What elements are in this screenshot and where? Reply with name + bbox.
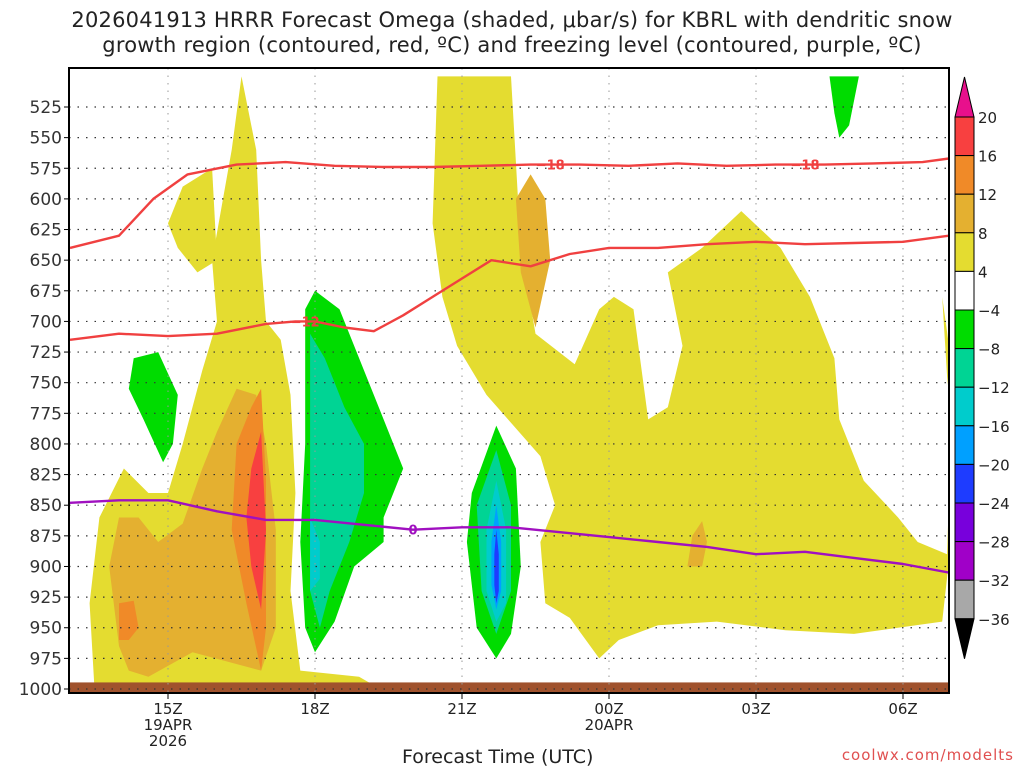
colorbar-extend-bottom bbox=[954, 618, 975, 659]
x-tick-label: 21Z bbox=[447, 700, 476, 718]
y-tick-label: 625 bbox=[30, 221, 62, 241]
contour-label: −18 bbox=[536, 159, 565, 174]
credit-link[interactable]: coolwx.com/modelts bbox=[841, 746, 1014, 764]
ground-fill bbox=[69, 682, 949, 693]
colorbar-segment bbox=[954, 116, 975, 157]
colorbar-segment bbox=[954, 386, 975, 427]
colorbar-segment bbox=[954, 155, 975, 195]
omega-region-16-20 bbox=[246, 431, 266, 610]
y-tick-label: 575 bbox=[30, 159, 62, 179]
colorbar-extend-top bbox=[954, 76, 975, 118]
colorbar-segment bbox=[954, 309, 975, 350]
colorbar-label: 20 bbox=[978, 109, 997, 127]
y-tick-label: 850 bbox=[30, 496, 62, 516]
chart-title-line2: growth region (contoured, red, ºC) and f… bbox=[102, 33, 922, 57]
plot-frame bbox=[68, 67, 950, 694]
chart-title: 2026041913 HRRR Forecast Omega (shaded, … bbox=[0, 8, 1024, 58]
x-tick-label: 03Z bbox=[741, 700, 770, 718]
ground-layer bbox=[69, 682, 949, 693]
contour-label: 0 bbox=[408, 524, 417, 539]
y-tick-label: 975 bbox=[30, 649, 62, 669]
omega-region--20to-24 bbox=[494, 529, 499, 604]
y-tick-label: 925 bbox=[30, 588, 62, 608]
omega-region-8-12 bbox=[515, 174, 551, 328]
colorbar-segment bbox=[954, 348, 975, 388]
y-axis: 525 550 575 600 625 650 675 700 725 750 775 800 825 8… bbox=[19, 98, 69, 700]
y-tick-label: 1000 bbox=[19, 680, 62, 700]
omega-region-8-12 bbox=[687, 521, 707, 567]
colorbar-label: −36 bbox=[978, 611, 1010, 629]
colorbar-label: 4 bbox=[978, 263, 988, 281]
y-tick-label: 900 bbox=[30, 557, 62, 577]
x-tick-sublabel: 19APR bbox=[144, 716, 193, 734]
omega-region--12to-16 bbox=[310, 517, 320, 591]
omega-region-8-12 bbox=[109, 388, 276, 677]
colorbar-segment bbox=[954, 502, 975, 543]
colorbar-label: −8 bbox=[978, 341, 1000, 359]
colorbar-segment bbox=[954, 541, 975, 581]
y-tick-label: 650 bbox=[30, 251, 62, 271]
colorbar-segment bbox=[954, 425, 975, 465]
contour-dgz_-12 bbox=[69, 234, 949, 341]
contour-layer: −18 −18 −12 0 bbox=[69, 157, 949, 574]
colorbar-label: −24 bbox=[978, 495, 1010, 513]
y-tick-label: 725 bbox=[30, 343, 62, 363]
y-tick-label: 550 bbox=[30, 129, 62, 149]
colorbar-segment bbox=[954, 270, 975, 311]
colorbar-label: 16 bbox=[978, 148, 997, 166]
x-axis-label: Forecast Time (UTC) bbox=[402, 746, 594, 768]
colorbar-segment bbox=[954, 579, 975, 620]
omega-region-4-8 bbox=[432, 76, 949, 659]
y-tick-label: 600 bbox=[30, 190, 62, 210]
colorbar-label: −16 bbox=[978, 418, 1010, 436]
x-tick-label: 15Z bbox=[153, 700, 182, 718]
y-tick-label: 775 bbox=[30, 404, 62, 424]
chart-title-line1: 2026041913 HRRR Forecast Omega (shaded, … bbox=[71, 8, 953, 32]
x-tick-sublabel: 2026 bbox=[149, 732, 187, 750]
x-tick-label: 06Z bbox=[888, 700, 917, 718]
x-tick-sublabel: 20APR bbox=[585, 716, 634, 734]
omega-region--4to-8 bbox=[829, 76, 859, 138]
colorbar-segment bbox=[954, 463, 975, 504]
colorbar: 20 16 12 8 4 −4 −8 −12 −16 −20 −24 −28 −32 −36 bbox=[954, 76, 1010, 659]
omega-region-12-16 bbox=[119, 600, 139, 640]
omega-region--8to-12 bbox=[310, 333, 364, 628]
contour-label: −18 bbox=[791, 159, 820, 174]
contour-dgz_-18 bbox=[69, 157, 949, 250]
y-tick-label: 800 bbox=[30, 435, 62, 455]
x-tick-label: 00Z bbox=[594, 700, 623, 718]
y-tick-label: 675 bbox=[30, 282, 62, 302]
contour-freezing_0 bbox=[69, 499, 949, 574]
y-tick-label: 825 bbox=[30, 466, 62, 486]
colorbar-label: −20 bbox=[978, 456, 1010, 474]
colorbar-label: 12 bbox=[978, 186, 997, 204]
y-tick-label: 950 bbox=[30, 619, 62, 639]
y-tick-label: 875 bbox=[30, 527, 62, 547]
colorbar-label: −12 bbox=[978, 379, 1010, 397]
colorbar-label: −32 bbox=[978, 572, 1010, 590]
colorbar-label: −4 bbox=[978, 302, 1000, 320]
omega-region-4-8 bbox=[168, 168, 217, 273]
y-tick-label: 525 bbox=[30, 98, 62, 118]
colorbar-segment bbox=[954, 232, 975, 272]
y-tick-label: 700 bbox=[30, 312, 62, 332]
x-tick-label: 18Z bbox=[300, 700, 329, 718]
omega-region--4to-8 bbox=[128, 352, 178, 463]
y-tick-label: 750 bbox=[30, 374, 62, 394]
contour-label: −12 bbox=[291, 315, 320, 330]
colorbar-segment bbox=[954, 193, 975, 234]
colorbar-label: −28 bbox=[978, 534, 1010, 552]
colorbar-label: 8 bbox=[978, 225, 988, 243]
